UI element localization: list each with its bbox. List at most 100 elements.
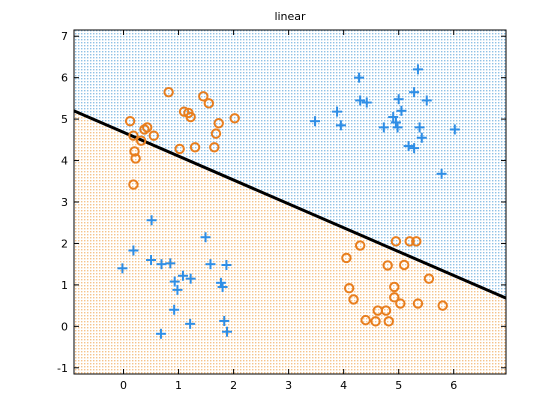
data-point-circle: [341, 252, 352, 264]
data-point-circle: [348, 294, 359, 305]
data-point-circle: [412, 298, 424, 309]
data-point-circle: [203, 98, 215, 109]
data-point-plus: [146, 215, 157, 226]
x-tick-label: 1: [175, 379, 182, 392]
data-point-plus: [221, 326, 232, 337]
data-point-circle: [398, 259, 410, 271]
data-point-circle: [390, 236, 402, 247]
data-point-plus: [378, 122, 389, 133]
data-point-circle: [411, 236, 422, 247]
data-point-circle: [383, 316, 394, 327]
data-point-circle: [124, 115, 136, 127]
data-point-plus: [128, 245, 139, 256]
data-point-circle: [395, 298, 406, 309]
data-point-plus: [221, 259, 232, 270]
data-point-circle: [130, 153, 141, 164]
data-point-plus: [392, 122, 403, 133]
data-point-plus: [414, 122, 425, 133]
decision-regions: [74, 30, 506, 374]
y-tick-label: 6: [61, 72, 68, 85]
data-point-circle: [360, 314, 371, 326]
y-tick-label: 3: [61, 196, 68, 209]
y-tick-label: 7: [61, 30, 68, 43]
data-point-plus: [436, 168, 447, 179]
y-tick-label: 4: [61, 155, 68, 168]
data-point-plus: [393, 94, 404, 105]
data-point-plus: [200, 232, 211, 243]
data-point-circle: [148, 130, 159, 141]
data-point-circle: [382, 260, 393, 271]
data-point-plus: [332, 106, 343, 117]
data-point-plus: [219, 315, 230, 326]
x-tick-label: 0: [120, 379, 127, 392]
data-point-circle: [189, 142, 201, 153]
data-point-circle: [437, 300, 448, 311]
data-point-plus: [117, 263, 128, 274]
data-point-plus: [169, 304, 180, 315]
data-point-plus: [412, 64, 423, 75]
data-point-circle: [135, 135, 147, 146]
data-point-circle: [209, 142, 220, 153]
data-point-circle: [370, 316, 381, 327]
chart-title: linear: [274, 10, 306, 23]
data-point-circle: [210, 128, 222, 139]
data-point-plus: [156, 259, 167, 270]
data-point-plus: [165, 258, 176, 269]
x-tick-label: 5: [395, 379, 402, 392]
data-point-plus: [217, 281, 228, 292]
data-point-plus: [169, 276, 180, 287]
data-point-plus: [354, 72, 365, 83]
data-point-circle: [174, 143, 185, 155]
data-point-circle: [404, 236, 415, 247]
x-tick-label: 2: [230, 379, 237, 392]
data-point-circle: [389, 281, 400, 293]
data-point-circle: [128, 130, 139, 141]
data-point-plus: [155, 328, 166, 339]
series-circle: [124, 86, 448, 327]
data-point-circle: [389, 292, 400, 303]
y-tick-label: 2: [61, 237, 68, 250]
data-point-circle: [380, 305, 392, 316]
data-point-circle: [213, 118, 224, 129]
data-point-plus: [355, 95, 366, 106]
x-tick-label: 6: [450, 379, 457, 392]
data-point-circle: [185, 111, 196, 123]
data-point-circle: [343, 283, 355, 294]
data-point-plus: [205, 259, 216, 270]
y-tick-label: 5: [61, 113, 68, 126]
data-point-circle: [198, 91, 209, 102]
y-tick-label: 1: [61, 279, 68, 292]
y-tick-label: -1: [57, 362, 68, 375]
data-point-plus: [172, 284, 183, 295]
data-point-plus: [421, 95, 432, 106]
data-point-plus: [146, 255, 157, 266]
data-point-plus: [310, 116, 321, 127]
data-point-plus: [449, 124, 460, 135]
data-point-plus: [361, 97, 372, 108]
x-tick-label: 3: [285, 379, 292, 392]
data-point-plus: [409, 143, 420, 154]
y-tick-label: 0: [61, 320, 68, 333]
data-point-circle: [163, 86, 174, 98]
data-point-plus: [390, 117, 401, 128]
x-tick-label: 4: [340, 379, 347, 392]
data-point-circle: [229, 113, 240, 124]
data-point-plus: [403, 141, 414, 152]
data-point-circle: [178, 106, 190, 117]
data-point-plus: [388, 112, 399, 123]
data-point-plus: [185, 318, 196, 329]
series-plus: [117, 64, 460, 339]
data-point-circle: [141, 122, 153, 133]
data-point-circle: [129, 146, 140, 157]
data-point-plus: [177, 270, 188, 281]
data-point-plus: [335, 120, 346, 131]
data-point-plus: [409, 87, 420, 98]
data-point-circle: [128, 179, 139, 190]
region-below: [74, 110, 506, 374]
data-point-plus: [416, 132, 427, 143]
data-point-circle: [354, 240, 366, 251]
data-point-circle: [423, 273, 435, 284]
data-point-plus: [185, 273, 196, 284]
